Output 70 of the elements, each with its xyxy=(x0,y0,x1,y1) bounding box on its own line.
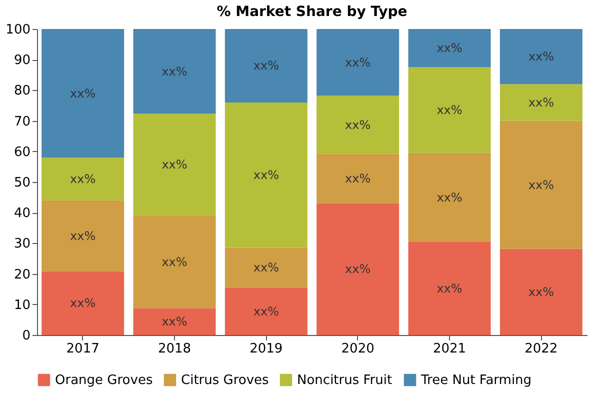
y-tick-label: 50 xyxy=(14,176,30,190)
bar xyxy=(316,154,400,204)
bar xyxy=(500,84,582,121)
data-label: xx% xyxy=(345,118,371,132)
data-label: xx% xyxy=(436,281,462,296)
x-tick-label: 2018 xyxy=(158,342,192,356)
data-label: xx% xyxy=(528,50,554,64)
bar xyxy=(316,29,400,96)
x-tick-label: 2019 xyxy=(250,342,283,356)
data-label: xx% xyxy=(70,172,96,186)
bar xyxy=(133,114,216,216)
data-label: xx% xyxy=(162,158,188,172)
bar xyxy=(133,216,216,308)
bar xyxy=(500,120,582,249)
bar xyxy=(500,248,582,335)
y-tick-label: 40 xyxy=(14,206,30,222)
data-label: xx% xyxy=(436,41,462,56)
y-tick-label: 80 xyxy=(14,84,30,99)
x-tick-label: 2020 xyxy=(341,342,374,356)
bar xyxy=(408,152,491,242)
bar xyxy=(408,29,491,68)
bar xyxy=(316,96,400,154)
y-tick-label: 60 xyxy=(14,144,30,160)
data-label: xx% xyxy=(345,55,371,70)
x-tick-label: 2017 xyxy=(66,342,100,356)
data-label: xx% xyxy=(528,284,554,299)
y-tick-label: 0 xyxy=(22,328,30,344)
bar xyxy=(133,29,216,114)
legend-label: Tree Nut Farming xyxy=(420,373,532,388)
data-label: xx% xyxy=(253,304,279,318)
x-tick-label: 2021 xyxy=(432,342,466,356)
bar xyxy=(500,29,582,84)
chart-title: % Market Share by Type xyxy=(216,4,408,20)
data-label: xx% xyxy=(162,254,188,269)
data-label: xx% xyxy=(162,64,188,78)
legend-label: Orange Groves xyxy=(55,373,153,388)
data-label: xx% xyxy=(162,314,188,329)
data-label: xx% xyxy=(345,172,371,186)
x-tick-label: 2022 xyxy=(524,342,558,356)
bar xyxy=(408,242,491,335)
bar xyxy=(224,288,308,335)
bar xyxy=(42,158,124,200)
data-label: xx% xyxy=(253,260,279,275)
data-label: xx% xyxy=(70,296,96,310)
bar xyxy=(408,67,491,153)
legend-label: Noncitrus Fruit xyxy=(297,373,392,388)
data-label: xx% xyxy=(70,86,96,100)
y-tick-label: 90 xyxy=(14,53,30,68)
data-label: xx% xyxy=(436,103,462,118)
y-tick-label: 100 xyxy=(6,22,30,38)
data-label: xx% xyxy=(436,190,462,204)
bar xyxy=(42,200,124,272)
y-tick-label: 10 xyxy=(14,298,30,313)
y-tick-label: 30 xyxy=(14,236,30,252)
bar xyxy=(224,248,308,288)
bar xyxy=(42,271,124,335)
bar xyxy=(133,308,216,335)
bar xyxy=(42,29,124,158)
bar xyxy=(224,29,308,102)
data-label: xx% xyxy=(528,95,554,110)
y-tick-label: 20 xyxy=(14,267,30,282)
data-label: xx% xyxy=(528,178,554,192)
data-label: xx% xyxy=(253,168,279,182)
bar xyxy=(316,203,400,335)
data-label: xx% xyxy=(345,262,371,276)
bar xyxy=(224,102,308,248)
data-label: xx% xyxy=(70,228,96,243)
legend-label: Citrus Groves xyxy=(181,373,270,388)
y-tick-label: 70 xyxy=(14,114,30,130)
data-label: xx% xyxy=(253,58,279,73)
